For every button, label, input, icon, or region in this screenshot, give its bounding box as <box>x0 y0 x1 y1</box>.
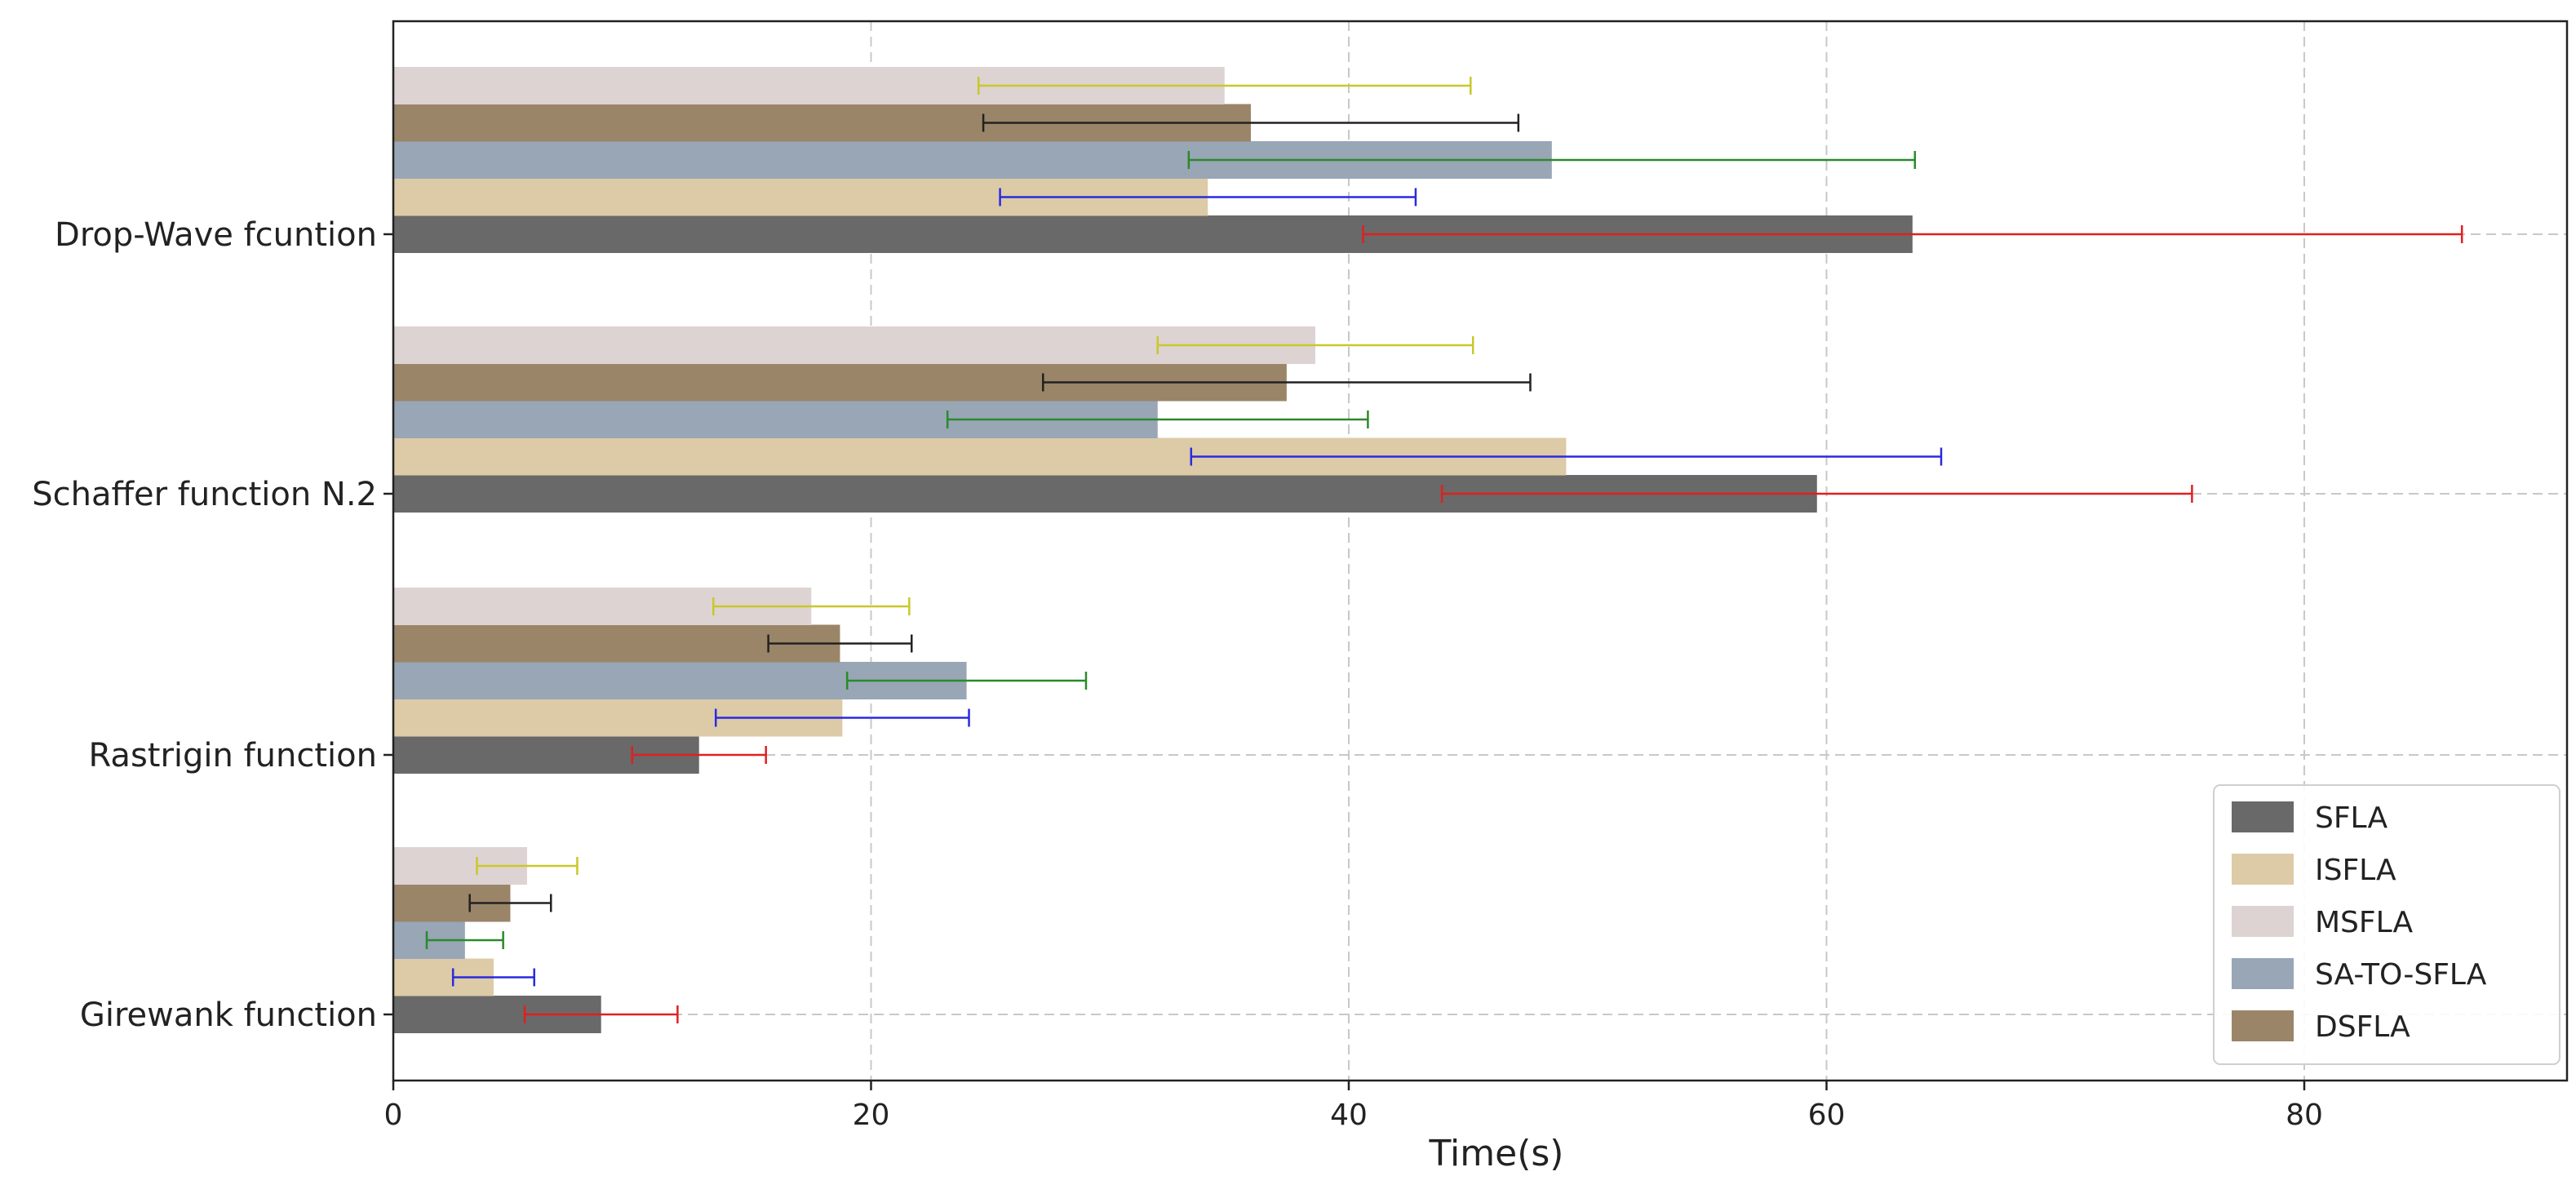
legend-label-sfla: SFLA <box>2315 801 2388 835</box>
error-bar-isfla-girewank-function <box>451 968 535 987</box>
legend-swatch-sfla <box>2232 801 2294 832</box>
error-bar-isfla-drop-wave-fcuntion <box>999 188 1417 206</box>
category-label-drop-wave-fcuntion: Drop-Wave fcuntion <box>55 216 377 254</box>
error-bar-isfla-rastrigin-function <box>714 708 970 727</box>
error-bar-sfla-rastrigin-function <box>631 746 767 764</box>
error-bar-isfla-schaffer-function-n-2 <box>1190 447 1943 466</box>
error-bar-sa-to-sfla-schaffer-function-n-2 <box>946 411 1369 428</box>
category-label-girewank-function: Girewank function <box>80 996 377 1034</box>
bar-dsfla-rastrigin-function <box>393 624 840 663</box>
error-bar-msfla-drop-wave-fcuntion <box>977 77 1472 95</box>
error-bar-sfla-girewank-function <box>523 1005 679 1023</box>
legend-swatch-msfla <box>2232 906 2294 937</box>
category-label-rastrigin-function: Rastrigin function <box>89 737 377 774</box>
error-bar-sa-to-sfla-girewank-function <box>425 931 504 949</box>
error-bar-dsfla-rastrigin-function <box>767 634 913 653</box>
category-label-schaffer-function-n-2: Schaffer function N.2 <box>32 476 377 513</box>
labels-layer: 0 20 40 60 80 Girewank function Rastrigin func… <box>32 216 2323 1132</box>
legend-label-sa-to-sfla: SA-TO-SFLA <box>2315 958 2487 992</box>
legend-swatch-isfla <box>2232 854 2294 885</box>
legend-label-isfla: ISFLA <box>2315 854 2396 887</box>
legend-swatch-dsfla <box>2232 1010 2294 1041</box>
x-tick-label: 60 <box>1808 1098 1846 1132</box>
x-tick-label: 0 <box>384 1098 403 1132</box>
ticks-layer <box>384 233 2306 1090</box>
error-bar-msfla-rastrigin-function <box>712 597 911 615</box>
x-tick-label: 40 <box>1330 1098 1368 1132</box>
legend-label-msfla: MSFLA <box>2315 906 2414 939</box>
legend: SFLA ISFLA MSFLA SA-TO-SFLA DSFLA <box>2213 784 2560 1065</box>
error-bar-msfla-girewank-function <box>476 857 579 875</box>
error-bar-sa-to-sfla-drop-wave-fcuntion <box>1187 151 1917 169</box>
error-bars-layer <box>425 77 2463 1023</box>
legend-swatch-sa-to-sfla <box>2232 958 2294 989</box>
error-bar-msfla-schaffer-function-n-2 <box>1156 336 1474 354</box>
error-bar-sfla-schaffer-function-n-2 <box>1440 485 2193 503</box>
error-bar-dsfla-drop-wave-fcuntion <box>982 113 1520 132</box>
error-bar-dsfla-girewank-function <box>468 894 552 912</box>
bars-layer <box>393 67 1913 1033</box>
error-bar-sfla-drop-wave-fcuntion <box>1362 225 2463 243</box>
error-bar-sa-to-sfla-rastrigin-function <box>845 672 1088 690</box>
x-tick-label: 20 <box>853 1098 890 1132</box>
x-axis-title: Time(s) <box>1429 1133 1564 1174</box>
plot-frame <box>392 20 2569 1082</box>
legend-label-dsfla: DSFLA <box>2315 1010 2410 1044</box>
error-bar-dsfla-schaffer-function-n-2 <box>1042 373 1532 392</box>
legend-box <box>2213 784 2560 1065</box>
x-tick-label: 80 <box>2286 1098 2323 1132</box>
